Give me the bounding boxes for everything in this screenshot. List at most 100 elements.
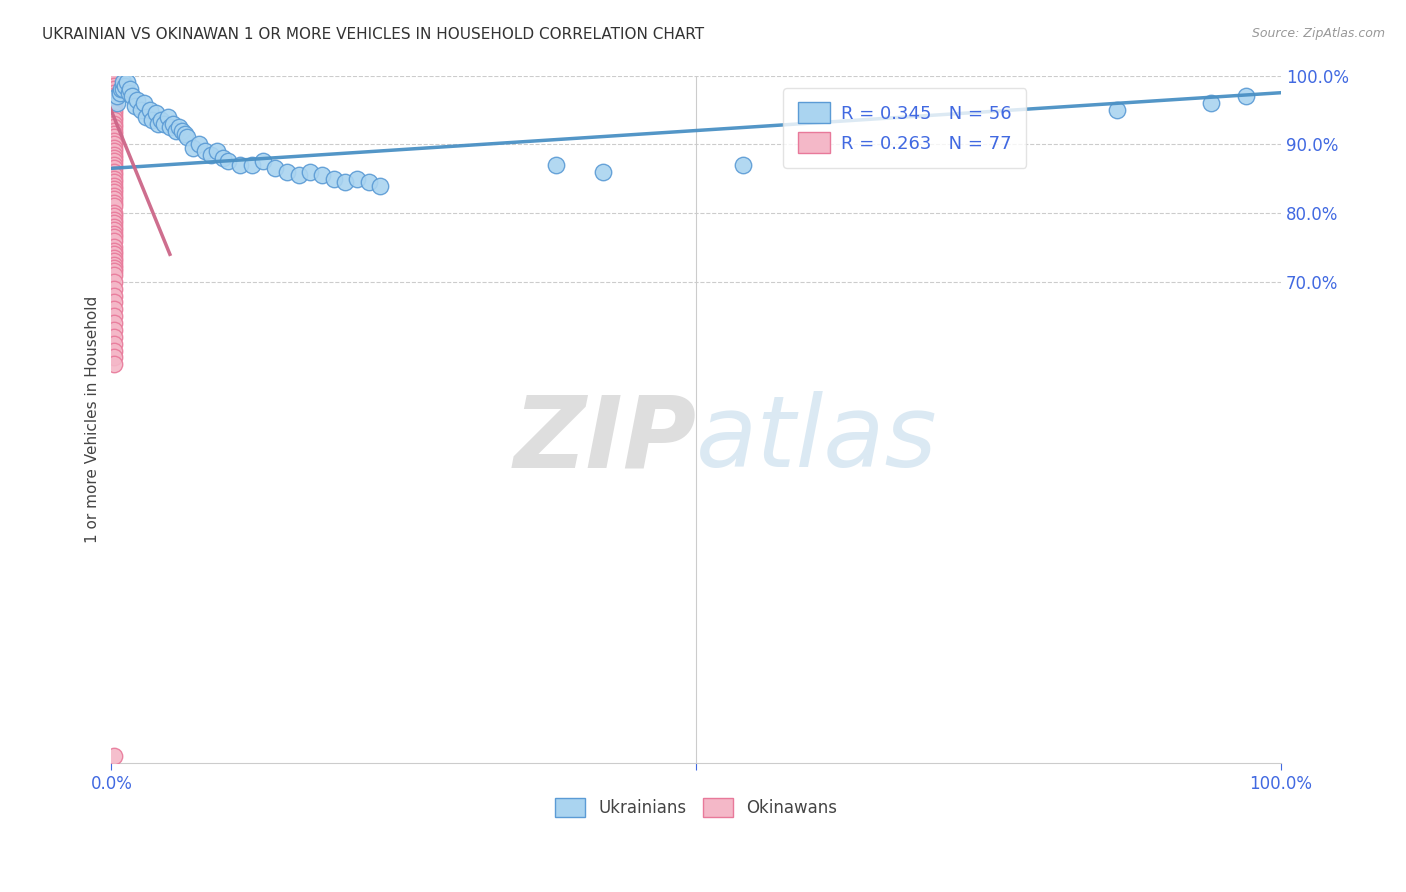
Point <box>135 110 157 124</box>
Point <box>156 110 179 124</box>
Point <box>103 113 125 128</box>
Point <box>103 330 125 344</box>
Point <box>103 282 125 296</box>
Point <box>211 151 233 165</box>
Point <box>103 75 125 89</box>
Point <box>1234 89 1257 103</box>
Point <box>174 127 197 141</box>
Point <box>103 78 125 93</box>
Point <box>103 230 125 244</box>
Point <box>276 165 298 179</box>
Point <box>103 134 125 148</box>
Point <box>103 206 125 220</box>
Point <box>731 158 754 172</box>
Point <box>103 749 125 764</box>
Point <box>1199 95 1222 110</box>
Point <box>121 89 143 103</box>
Point <box>287 168 309 182</box>
Point <box>544 158 567 172</box>
Point <box>252 154 274 169</box>
Point <box>103 93 125 107</box>
Legend: Ukrainians, Okinawans: Ukrainians, Okinawans <box>548 791 844 823</box>
Point <box>1107 103 1129 117</box>
Point <box>264 161 287 176</box>
Point <box>124 99 146 113</box>
Point <box>103 275 125 289</box>
Point <box>346 171 368 186</box>
Point <box>103 343 125 358</box>
Point <box>114 78 136 93</box>
Point <box>112 75 135 89</box>
Point <box>103 195 125 210</box>
Point <box>159 120 181 134</box>
Point <box>103 147 125 161</box>
Point <box>335 175 357 189</box>
Point <box>103 268 125 282</box>
Point <box>240 158 263 172</box>
Point <box>118 86 141 100</box>
Point <box>103 357 125 371</box>
Point <box>167 120 190 134</box>
Point <box>115 75 138 89</box>
Point <box>103 154 125 169</box>
Point <box>103 178 125 193</box>
Point <box>103 120 125 134</box>
Text: atlas: atlas <box>696 392 938 489</box>
Point <box>370 178 392 193</box>
Y-axis label: 1 or more Vehicles in Household: 1 or more Vehicles in Household <box>86 296 100 543</box>
Point <box>120 82 142 96</box>
Point <box>103 117 125 131</box>
Point <box>103 234 125 248</box>
Point <box>103 69 125 83</box>
Point <box>103 161 125 176</box>
Point <box>176 130 198 145</box>
Point <box>103 158 125 172</box>
Point <box>311 168 333 182</box>
Point <box>153 117 176 131</box>
Point <box>217 154 239 169</box>
Point <box>108 86 131 100</box>
Point <box>194 144 217 158</box>
Point <box>103 69 125 83</box>
Point <box>149 113 172 128</box>
Point <box>103 151 125 165</box>
Point <box>229 158 252 172</box>
Point <box>103 336 125 351</box>
Point <box>103 69 125 83</box>
Point <box>103 309 125 323</box>
Point <box>103 219 125 234</box>
Point <box>103 69 125 83</box>
Point <box>103 295 125 310</box>
Point <box>103 165 125 179</box>
Point <box>200 147 222 161</box>
Point <box>103 227 125 241</box>
Point <box>103 95 125 110</box>
Point <box>112 82 135 96</box>
Point <box>188 137 211 152</box>
Point <box>110 82 132 96</box>
Point <box>103 210 125 224</box>
Point <box>103 69 125 83</box>
Text: Source: ZipAtlas.com: Source: ZipAtlas.com <box>1251 27 1385 40</box>
Point <box>129 103 152 117</box>
Point <box>103 69 125 83</box>
Point <box>103 261 125 276</box>
Point <box>181 141 204 155</box>
Point <box>103 69 125 83</box>
Point <box>103 247 125 261</box>
Point <box>141 113 163 128</box>
Point <box>103 216 125 230</box>
Point <box>103 103 125 117</box>
Point <box>103 186 125 200</box>
Point <box>103 182 125 196</box>
Point <box>103 323 125 337</box>
Point <box>103 144 125 158</box>
Point <box>103 127 125 141</box>
Point <box>357 175 380 189</box>
Point <box>103 288 125 302</box>
Point <box>103 89 125 103</box>
Point <box>103 316 125 330</box>
Point <box>103 258 125 272</box>
Point <box>103 264 125 278</box>
Point <box>103 251 125 265</box>
